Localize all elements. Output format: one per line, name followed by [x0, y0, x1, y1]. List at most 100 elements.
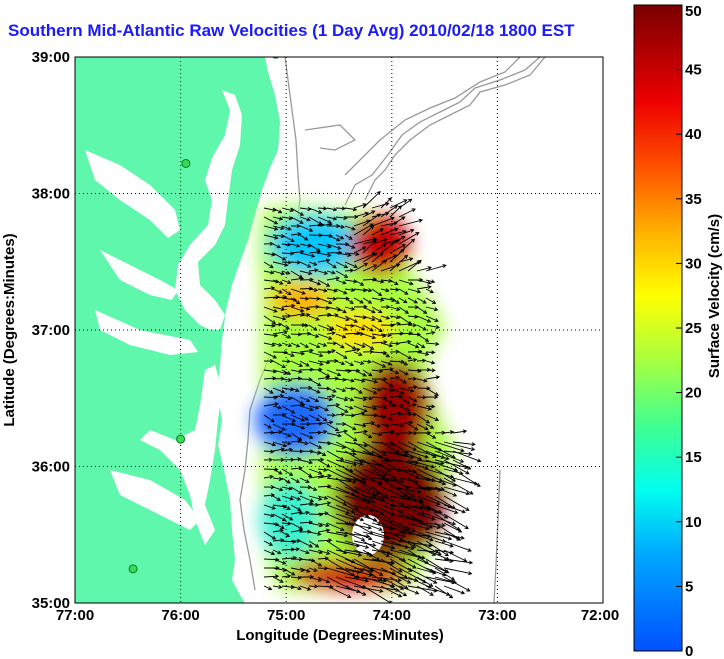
velocity-arrow	[353, 459, 385, 468]
velocity-arrow	[326, 276, 341, 281]
velocity-arrow	[389, 205, 403, 218]
velocity-arrow	[263, 234, 279, 240]
velocity-arrow	[371, 495, 396, 508]
velocity-arrow	[272, 216, 284, 221]
velocity-arrow	[326, 349, 336, 354]
x-tick-label: 75:00	[267, 607, 305, 624]
velocity-arrow	[290, 495, 302, 501]
velocity-arrow	[344, 251, 360, 257]
velocity-arrow	[416, 358, 427, 363]
x-tick-label: 76:00	[161, 607, 199, 624]
velocity-arrow	[425, 477, 447, 486]
velocity-arrow	[371, 315, 383, 323]
velocity-arrow	[326, 585, 352, 599]
velocity-arrow	[299, 529, 312, 534]
velocity-arrow	[398, 306, 409, 314]
velocity-arrow	[272, 423, 286, 431]
velocity-arrow	[317, 288, 328, 293]
velocity-arrow	[398, 228, 415, 236]
y-tick-label: 35:00	[32, 595, 70, 612]
velocity-arrow	[362, 264, 378, 272]
velocity-arrow	[326, 358, 339, 363]
velocity-arrow	[425, 368, 436, 373]
velocity-arrow	[425, 306, 439, 312]
x-tick-label: 73:00	[478, 607, 516, 624]
chart-title: Southern Mid-Atlantic Raw Velocities (1 …	[8, 21, 575, 40]
velocity-arrow	[380, 205, 398, 218]
velocity-arrow	[263, 387, 274, 394]
velocity-arrow	[317, 258, 331, 263]
velocity-arrow	[344, 243, 356, 249]
y-tick-label: 38:00	[32, 186, 70, 203]
velocity-arrow	[326, 495, 347, 506]
velocity-arrow	[299, 405, 314, 412]
velocity-arrow	[263, 241, 274, 246]
velocity-arrow	[308, 333, 320, 338]
velocity-arrow	[443, 504, 466, 514]
velocity-arrow	[389, 450, 409, 458]
velocity-arrow	[317, 222, 333, 227]
velocity-arrow	[425, 423, 435, 429]
velocity-arrow	[344, 413, 356, 418]
velocity-arrow	[362, 210, 376, 218]
velocity-arrow	[407, 297, 418, 304]
velocity-arrow	[452, 429, 468, 434]
velocity-arrow	[272, 225, 285, 230]
velocity-arrow	[353, 324, 366, 331]
velocity-arrow	[371, 306, 383, 313]
velocity-arrow	[344, 315, 358, 323]
velocity-arrow	[263, 441, 277, 447]
velocity-arrow	[407, 522, 430, 531]
velocity-arrow	[317, 528, 331, 533]
velocity-arrow	[362, 359, 372, 364]
velocity-arrow	[389, 531, 417, 548]
stations	[128, 57, 280, 574]
velocity-arrow	[308, 441, 323, 449]
velocity-arrow	[416, 405, 433, 411]
velocity-arrow	[353, 351, 363, 357]
velocity-arrow	[272, 468, 283, 475]
velocity-arrow	[317, 522, 330, 528]
velocity-arrow	[290, 538, 301, 543]
velocity-arrow	[362, 213, 381, 227]
velocity-arrow	[443, 441, 476, 451]
velocity-arrow	[272, 279, 284, 285]
velocity-arrow	[263, 549, 276, 556]
velocity-arrow	[272, 252, 287, 261]
velocity-arrow	[299, 468, 313, 478]
velocity-arrow	[299, 459, 314, 465]
velocity-arrow	[407, 385, 418, 390]
velocity-arrow	[272, 350, 289, 355]
velocity-arrow	[272, 393, 285, 399]
velocity-arrow	[389, 585, 408, 597]
velocity-arrow	[281, 521, 292, 526]
velocity-arrow	[308, 216, 323, 225]
velocity-arrow	[425, 558, 450, 574]
velocity-arrow	[281, 405, 296, 414]
velocity-arrow	[263, 540, 274, 546]
velocity-arrow	[335, 387, 347, 393]
velocity-arrow	[353, 405, 368, 413]
velocity-arrow	[407, 342, 420, 349]
velocity-arrow	[398, 558, 417, 569]
velocity-arrow	[281, 468, 294, 476]
velocity-arrow	[362, 225, 375, 236]
velocity-arrow	[308, 222, 325, 228]
velocity-arrow	[371, 387, 382, 392]
velocity-arrow	[281, 313, 292, 319]
velocity-arrow	[326, 288, 338, 293]
velocity-arrow	[371, 423, 382, 428]
velocity-arrow	[416, 315, 432, 323]
velocity-arrow	[290, 297, 301, 305]
velocity-arrow	[281, 531, 290, 538]
velocity-arrow	[389, 315, 401, 320]
velocity-arrow	[398, 218, 424, 227]
velocity-arrow	[308, 279, 322, 286]
velocity-arrow	[425, 264, 447, 272]
velocity-arrow	[398, 238, 416, 254]
velocity-arrow	[281, 333, 292, 339]
velocity-arrow	[326, 402, 341, 408]
velocity-arrow	[281, 504, 291, 510]
velocity-arrow	[326, 296, 337, 301]
velocity-arrow	[380, 333, 392, 338]
